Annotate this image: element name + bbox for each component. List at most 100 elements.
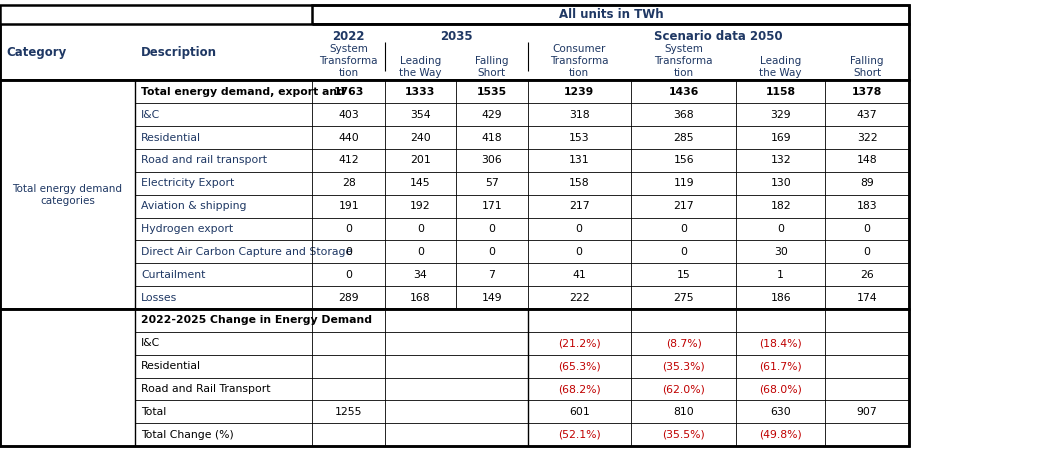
- Text: 15: 15: [676, 270, 691, 280]
- Text: 222: 222: [569, 293, 590, 303]
- Bar: [0, 5, 909, 446]
- Text: Road and Rail Transport: Road and Rail Transport: [141, 384, 271, 394]
- Text: Description: Description: [141, 46, 217, 59]
- Text: 0: 0: [680, 224, 687, 234]
- Text: 368: 368: [673, 110, 694, 120]
- Text: 412: 412: [339, 156, 359, 166]
- Text: 289: 289: [339, 293, 359, 303]
- Text: 275: 275: [673, 293, 694, 303]
- Text: 28: 28: [342, 178, 356, 189]
- Bar: [0, 24, 909, 80]
- Text: 418: 418: [481, 133, 502, 143]
- Text: 7: 7: [488, 270, 495, 280]
- Text: Total energy demand
categories: Total energy demand categories: [13, 184, 122, 206]
- Text: Curtailment: Curtailment: [141, 270, 206, 280]
- Text: 0: 0: [417, 224, 424, 234]
- Text: Residential: Residential: [141, 361, 202, 371]
- Text: 182: 182: [770, 201, 791, 211]
- Text: Residential: Residential: [141, 133, 202, 143]
- Text: Leading
the Way: Leading the Way: [399, 56, 442, 78]
- Text: Losses: Losses: [141, 293, 177, 303]
- Text: 174: 174: [857, 293, 878, 303]
- Text: All units in TWh: All units in TWh: [558, 8, 664, 21]
- Text: 156: 156: [673, 156, 694, 166]
- Text: Electricity Export: Electricity Export: [141, 178, 234, 189]
- Text: (68.0%): (68.0%): [760, 384, 802, 394]
- Text: Total: Total: [141, 407, 167, 417]
- Text: System
Transforma
tion: System Transforma tion: [654, 44, 713, 78]
- Text: 0: 0: [345, 224, 352, 234]
- Text: 183: 183: [857, 201, 878, 211]
- Text: 0: 0: [417, 247, 424, 257]
- Text: 145: 145: [410, 178, 430, 189]
- Text: 306: 306: [481, 156, 502, 166]
- Text: 130: 130: [770, 178, 791, 189]
- Text: I&C: I&C: [141, 110, 160, 120]
- Text: System
Transforma
tion: System Transforma tion: [320, 44, 378, 78]
- Text: 437: 437: [857, 110, 878, 120]
- Text: 217: 217: [673, 201, 694, 211]
- Text: 329: 329: [770, 110, 791, 120]
- Text: (49.8%): (49.8%): [760, 430, 802, 440]
- Text: 1763: 1763: [333, 87, 364, 97]
- Text: 26: 26: [860, 270, 875, 280]
- Text: 907: 907: [857, 407, 878, 417]
- Text: 131: 131: [569, 156, 590, 166]
- Text: 149: 149: [481, 293, 502, 303]
- Text: Road and rail transport: Road and rail transport: [141, 156, 267, 166]
- Text: Aviation & shipping: Aviation & shipping: [141, 201, 247, 211]
- Text: 132: 132: [770, 156, 791, 166]
- Text: 158: 158: [569, 178, 590, 189]
- Text: 0: 0: [778, 224, 784, 234]
- Text: 30: 30: [773, 247, 788, 257]
- Text: Total Change (%): Total Change (%): [141, 430, 234, 440]
- Text: 186: 186: [770, 293, 791, 303]
- Text: 153: 153: [569, 133, 590, 143]
- Text: 2022: 2022: [332, 30, 365, 42]
- Text: 192: 192: [410, 201, 430, 211]
- Text: 1158: 1158: [766, 87, 795, 97]
- Text: 285: 285: [673, 133, 694, 143]
- Text: 1333: 1333: [405, 87, 436, 97]
- Text: Falling
Short: Falling Short: [475, 56, 509, 78]
- Text: (52.1%): (52.1%): [558, 430, 600, 440]
- Text: I&C: I&C: [141, 338, 160, 348]
- Text: 0: 0: [488, 224, 495, 234]
- Text: 2022-2025 Change in Energy Demand: 2022-2025 Change in Energy Demand: [141, 315, 372, 326]
- Text: 171: 171: [481, 201, 502, 211]
- Text: 322: 322: [857, 133, 878, 143]
- Bar: [312, 5, 909, 24]
- Text: 240: 240: [410, 133, 430, 143]
- Text: 89: 89: [860, 178, 875, 189]
- Text: Falling
Short: Falling Short: [850, 56, 884, 78]
- Text: 191: 191: [339, 201, 359, 211]
- Text: 57: 57: [484, 178, 499, 189]
- Text: (8.7%): (8.7%): [666, 338, 702, 348]
- Text: 403: 403: [339, 110, 359, 120]
- Text: 0: 0: [576, 224, 582, 234]
- Text: 0: 0: [345, 247, 352, 257]
- Text: 630: 630: [770, 407, 791, 417]
- Text: 0: 0: [488, 247, 495, 257]
- Text: 34: 34: [414, 270, 427, 280]
- Text: (35.3%): (35.3%): [663, 361, 705, 371]
- Text: 0: 0: [864, 224, 870, 234]
- Text: 318: 318: [569, 110, 590, 120]
- Text: Direct Air Carbon Capture and Storage: Direct Air Carbon Capture and Storage: [141, 247, 352, 257]
- Text: 1255: 1255: [334, 407, 363, 417]
- Text: Scenario data 2050: Scenario data 2050: [654, 30, 783, 42]
- Text: 429: 429: [481, 110, 502, 120]
- Text: Leading
the Way: Leading the Way: [760, 56, 802, 78]
- Text: 810: 810: [673, 407, 694, 417]
- Text: 201: 201: [410, 156, 430, 166]
- Text: 41: 41: [572, 270, 587, 280]
- Text: Category: Category: [6, 46, 66, 59]
- Text: 0: 0: [680, 247, 687, 257]
- Text: 1239: 1239: [564, 87, 594, 97]
- Text: (65.3%): (65.3%): [558, 361, 600, 371]
- Bar: [0, 309, 909, 446]
- Text: 0: 0: [864, 247, 870, 257]
- Text: (21.2%): (21.2%): [558, 338, 600, 348]
- Text: (35.5%): (35.5%): [663, 430, 705, 440]
- Bar: [0, 80, 909, 309]
